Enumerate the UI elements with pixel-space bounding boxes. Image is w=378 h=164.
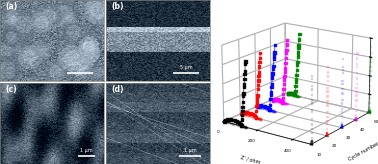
Text: (d): (d): [111, 85, 124, 94]
Y-axis label: Cycle number: Cycle number: [347, 141, 378, 162]
Text: (a): (a): [5, 2, 17, 11]
Text: 1 μm: 1 μm: [80, 148, 93, 153]
X-axis label: Z' / ohm: Z' / ohm: [240, 154, 260, 164]
Text: 5 μm: 5 μm: [180, 65, 193, 70]
Text: (c): (c): [5, 85, 17, 94]
Text: (b): (b): [111, 2, 124, 11]
Text: 1 μm: 1 μm: [184, 148, 196, 153]
